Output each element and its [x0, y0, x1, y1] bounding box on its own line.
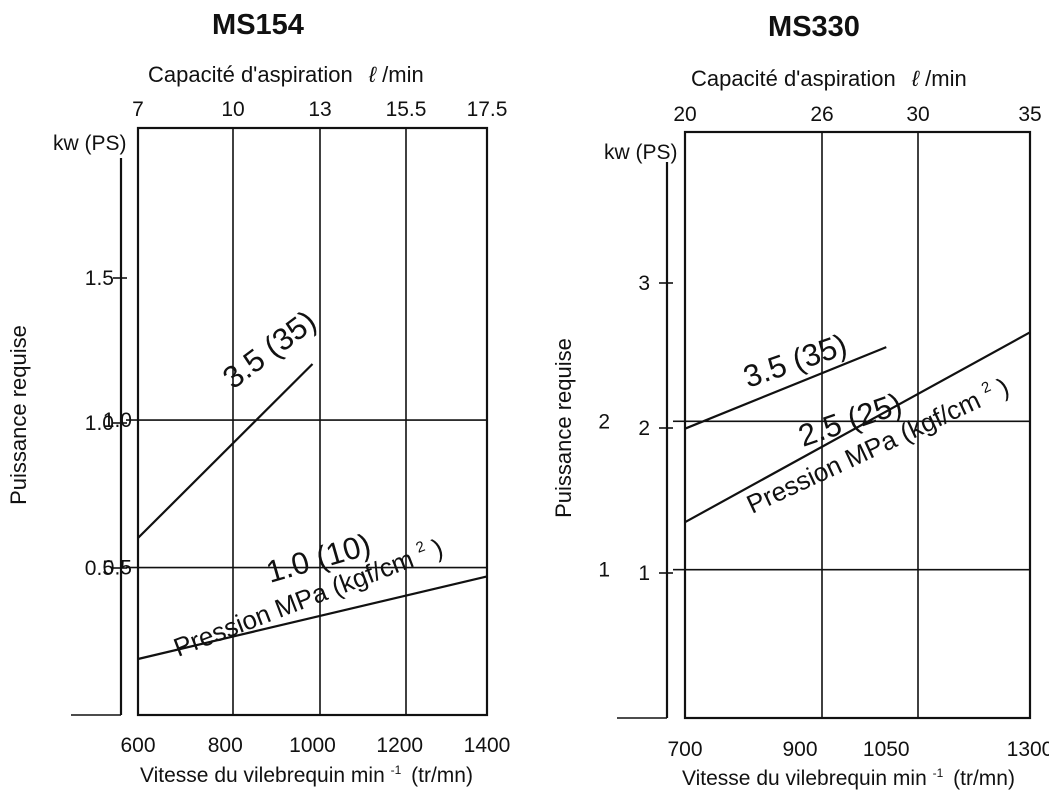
- plot-frame: [136, 126, 489, 717]
- top-tick-label: 35: [1018, 103, 1041, 126]
- x-axis-label-text: Vitesse du vilebrequin min: [140, 764, 385, 787]
- x-tick-label: 800: [208, 734, 243, 757]
- plot-frame: [683, 130, 1032, 720]
- y-axis-label: Puissance requise: [551, 338, 576, 518]
- x-tick-label: 1050: [863, 738, 910, 761]
- kw-tick-label: 1.0: [103, 409, 132, 432]
- series-line: [137, 363, 314, 539]
- x-axis-label-unit: (tr/mn): [953, 767, 1015, 790]
- series-line: [684, 346, 887, 430]
- ps-tick-label: 1: [638, 562, 650, 585]
- x-axis-label-sup: -1: [391, 763, 402, 777]
- top-tick-label: 20: [673, 103, 696, 126]
- liter-symbol: ℓ: [911, 66, 920, 91]
- y-axis-label: Puissance requise: [6, 325, 31, 505]
- top-tick-label: 17.5: [467, 98, 508, 121]
- top-axis-label-text: Capacité d'aspiration: [148, 62, 353, 87]
- y-unit-label: kw (PS): [53, 132, 127, 155]
- top-tick-label: 26: [810, 103, 833, 126]
- series-line: [684, 331, 1031, 524]
- x-tick-label: 1200: [376, 734, 423, 757]
- top-axis-label-text: Capacité d'aspiration: [691, 66, 896, 91]
- x-tick-label: 1400: [464, 734, 511, 757]
- annotation-pression: Pression MPa (kgf/cm 2 ): [737, 362, 1014, 520]
- chart-title: MS330: [768, 11, 860, 43]
- x-tick-label: 900: [782, 738, 817, 761]
- chart-ms154: MS154 Capacité d'aspiration ℓ /min kw (P…: [6, 9, 510, 787]
- kw-tick-label: 2: [598, 410, 610, 433]
- top-tick-label: 30: [906, 103, 929, 126]
- ps-tick-label: 0.5: [85, 557, 114, 580]
- annotation-pression-close: ): [993, 371, 1014, 402]
- top-axis-unit: /min: [925, 66, 967, 91]
- annotation-pression-sup: 2: [414, 538, 428, 557]
- annotation-pression-close: ): [428, 532, 447, 563]
- kw-tick-label: 1: [598, 559, 610, 582]
- ps-tick-label: 1.0: [85, 412, 114, 435]
- top-axis-label: Capacité d'aspiration ℓ /min: [691, 66, 967, 91]
- x-axis-label: Vitesse du vilebrequin min -1 (tr/mn): [682, 759, 1015, 790]
- x-tick-label: 1000: [289, 734, 336, 757]
- ps-tick-label: 3: [638, 272, 650, 295]
- x-axis-label: Vitesse du vilebrequin min -1 (tr/mn): [140, 756, 473, 787]
- top-axis-label: Capacité d'aspiration ℓ /min: [148, 62, 424, 87]
- ps-tick-label: 2: [638, 417, 650, 440]
- top-tick-label: 7: [132, 98, 144, 121]
- series-line: [137, 575, 488, 661]
- chart-ms330: MS330 Capacité d'aspiration ℓ /min kw (P…: [551, 11, 1049, 790]
- y-unit-label: kw (PS): [604, 141, 678, 164]
- top-tick-label: 15.5: [386, 98, 427, 121]
- x-tick-label: 600: [120, 734, 155, 757]
- svg-text:Pression MPa (kgf/cm 2: Pression MPa (kgf/cm 2 ): [737, 362, 1013, 520]
- chart-title: MS154: [212, 9, 304, 41]
- x-axis-label-text: Vitesse du vilebrequin min: [682, 767, 927, 790]
- annotation-pression-sup: 2: [979, 378, 994, 397]
- ps-tick-label: 1.5: [85, 267, 114, 290]
- x-axis-label-unit: (tr/mn): [411, 764, 473, 787]
- x-tick-label: 700: [667, 738, 702, 761]
- series-label: 3.5 (35): [216, 303, 322, 395]
- x-tick-label: 1300: [1007, 738, 1049, 761]
- top-tick-label: 10: [221, 98, 244, 121]
- liter-symbol: ℓ: [368, 62, 377, 87]
- top-axis-unit: /min: [382, 62, 424, 87]
- top-tick-label: 13: [308, 98, 331, 121]
- x-axis-label-sup: -1: [933, 766, 944, 780]
